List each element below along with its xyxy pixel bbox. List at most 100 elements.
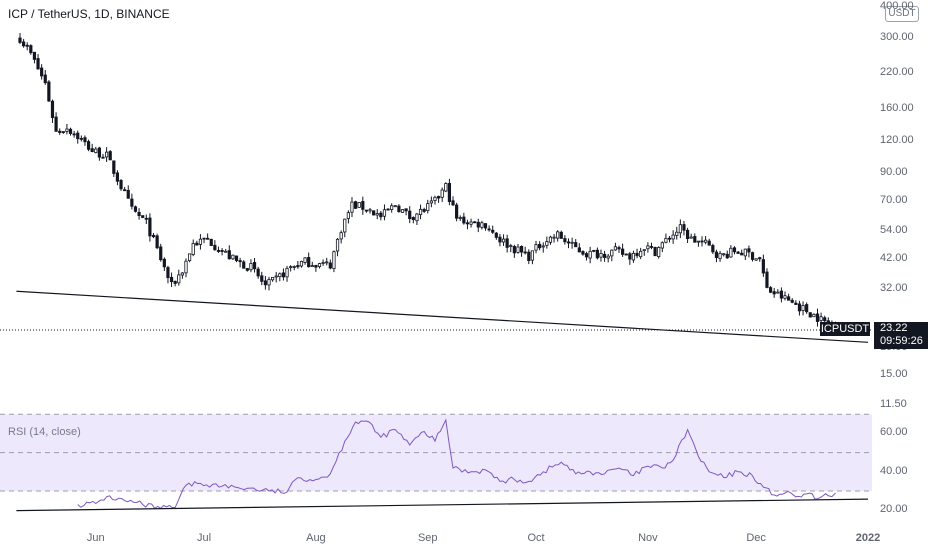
candle-body bbox=[238, 260, 242, 263]
candle-body bbox=[667, 237, 672, 240]
candle-body bbox=[411, 217, 415, 221]
candle-body bbox=[166, 267, 170, 279]
candle-body bbox=[303, 257, 307, 263]
candle-body bbox=[462, 216, 466, 224]
candle-body bbox=[610, 249, 614, 257]
candle-body bbox=[350, 201, 354, 213]
last-price-tag: 23.22 09:59:26 bbox=[874, 322, 928, 349]
candle-body bbox=[621, 248, 625, 255]
candle-body bbox=[278, 273, 282, 278]
candle-body bbox=[328, 262, 332, 269]
candle-body bbox=[599, 253, 603, 258]
candle-body bbox=[700, 240, 704, 243]
candle-body bbox=[516, 246, 520, 253]
rsi-indicator-title[interactable]: RSI (14, close) bbox=[8, 426, 81, 438]
candle-body bbox=[487, 228, 491, 231]
candle-body bbox=[335, 238, 340, 252]
candle-body bbox=[155, 235, 159, 249]
candle-body bbox=[671, 234, 675, 240]
candle-body bbox=[736, 251, 740, 254]
candle-body bbox=[473, 221, 477, 224]
candle-body bbox=[252, 262, 257, 270]
candle-body bbox=[519, 245, 524, 253]
candle-body bbox=[332, 251, 336, 269]
candle-body bbox=[141, 215, 145, 218]
candle-body bbox=[32, 51, 37, 60]
candle-body bbox=[231, 254, 235, 260]
candle-body bbox=[689, 236, 693, 239]
candle-body bbox=[400, 209, 405, 213]
currency-unit-badge[interactable]: USDT bbox=[885, 6, 919, 22]
candle-body bbox=[483, 223, 488, 229]
candle-body bbox=[101, 156, 105, 159]
candle-body bbox=[740, 252, 744, 256]
candle-body bbox=[606, 255, 610, 259]
candle-body bbox=[574, 242, 578, 248]
candle-body bbox=[418, 208, 423, 215]
candle-body bbox=[566, 241, 571, 244]
candle-body bbox=[382, 209, 387, 217]
candle-body bbox=[159, 246, 163, 261]
candle-body bbox=[436, 196, 441, 199]
price-tick-label: 32.00 bbox=[880, 282, 908, 295]
candle-body bbox=[613, 246, 618, 251]
candles bbox=[18, 32, 838, 336]
trendlines bbox=[0, 290, 872, 343]
candle-body bbox=[808, 312, 812, 318]
bar-countdown: 09:59:26 bbox=[880, 335, 923, 347]
candle-body bbox=[148, 217, 152, 237]
candle-body bbox=[498, 236, 502, 243]
candle-body bbox=[72, 133, 76, 136]
symbol-label-tag: ICPUSDT bbox=[820, 322, 870, 336]
candle-body bbox=[556, 231, 560, 239]
candle-body bbox=[714, 251, 719, 259]
time-tick-label: Aug bbox=[306, 532, 326, 544]
candle-body bbox=[393, 205, 397, 208]
candle-body bbox=[635, 252, 639, 257]
candle-body bbox=[364, 209, 369, 212]
candle-body bbox=[177, 274, 181, 284]
candle-body bbox=[375, 213, 379, 216]
candle-body bbox=[783, 295, 787, 299]
candle-body bbox=[169, 276, 174, 283]
candle-body bbox=[220, 250, 224, 252]
time-tick-label: Nov bbox=[638, 532, 658, 544]
candle-body bbox=[538, 243, 542, 249]
candle-body bbox=[40, 67, 44, 77]
candle-body bbox=[779, 290, 783, 299]
candle-body bbox=[325, 261, 329, 264]
candle-body bbox=[245, 268, 249, 271]
candle-body bbox=[743, 248, 747, 257]
candle-body bbox=[130, 198, 134, 207]
candle-body bbox=[444, 183, 448, 192]
candle-body bbox=[372, 210, 376, 216]
time-tick-label: Jun bbox=[86, 532, 105, 544]
candle-body bbox=[126, 190, 130, 199]
candle-body bbox=[588, 250, 592, 259]
candle-body bbox=[281, 272, 286, 278]
candle-body bbox=[660, 242, 664, 249]
candle-body bbox=[339, 232, 343, 240]
candle-body bbox=[202, 237, 206, 240]
candle-body bbox=[790, 299, 794, 303]
price-support-trendline[interactable] bbox=[16, 290, 869, 343]
candle-body bbox=[224, 250, 228, 253]
candle-body bbox=[801, 305, 805, 311]
candle-body bbox=[397, 205, 401, 213]
rsi-support-trendline[interactable] bbox=[16, 498, 869, 512]
candle-body bbox=[68, 128, 73, 134]
candle-body bbox=[36, 58, 40, 70]
price-tick-label: 42.00 bbox=[880, 251, 908, 264]
candle-body bbox=[209, 238, 213, 246]
candle-body bbox=[390, 205, 394, 210]
candle-body bbox=[823, 317, 827, 322]
candle-body bbox=[144, 217, 148, 220]
candle-body bbox=[653, 246, 657, 257]
candle-body bbox=[787, 296, 791, 301]
price-tick-label: 70.00 bbox=[880, 194, 908, 207]
candle-body bbox=[115, 172, 120, 182]
candle-body bbox=[545, 241, 549, 246]
candle-body bbox=[386, 208, 390, 211]
